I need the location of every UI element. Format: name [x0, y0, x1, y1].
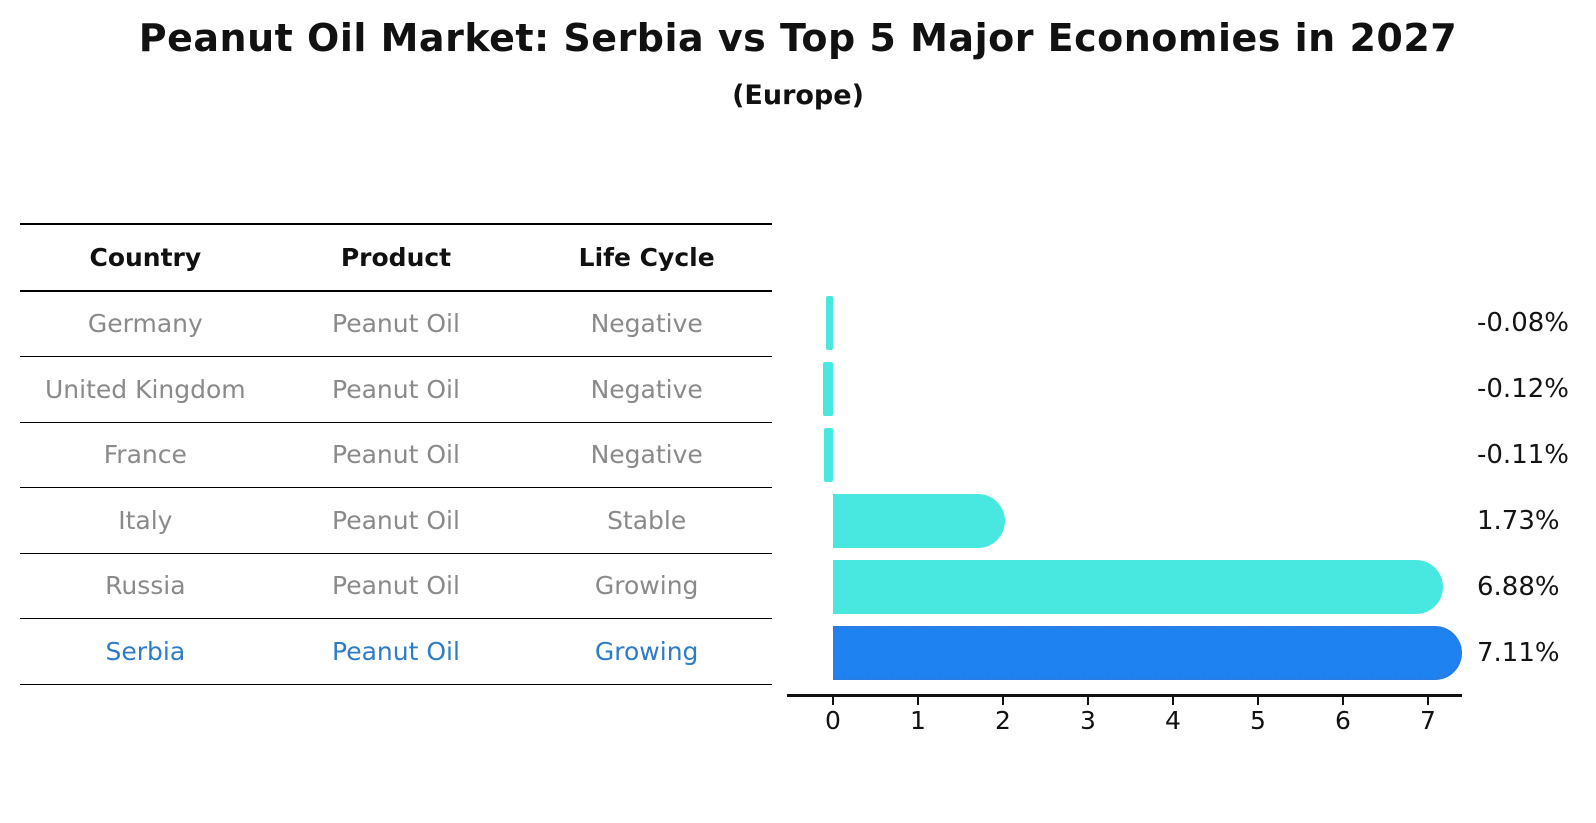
- chart-subtitle: (Europe): [732, 80, 864, 111]
- x-axis-tick: [1342, 696, 1344, 705]
- life-cycle-cell: Growing: [594, 571, 699, 601]
- x-axis-tick: [1002, 696, 1004, 705]
- life-cycle-cell: Stable: [607, 505, 687, 535]
- country-cell: Russia: [105, 571, 186, 601]
- value-label-russia: 6.88%: [1477, 572, 1560, 602]
- x-axis-tick-label: 2: [995, 706, 1011, 735]
- bar-russia: [833, 560, 1443, 614]
- x-axis-tick-label: 3: [1080, 706, 1096, 735]
- bar-serbia: [833, 626, 1463, 680]
- life-cycle-cell: Negative: [590, 374, 703, 404]
- bar-italy: [833, 494, 1006, 548]
- x-axis-tick-label: 1: [910, 706, 926, 735]
- product-cell: Peanut Oil: [332, 309, 460, 339]
- x-axis-tick: [1087, 696, 1089, 705]
- country-cell: France: [103, 440, 187, 470]
- life-cycle-cell: Negative: [590, 440, 703, 470]
- comparison-table: Country Product Life Cycle Germany Peanu…: [20, 223, 772, 685]
- table-row-united-kingdom: United Kingdom Peanut Oil Negative: [20, 357, 772, 423]
- column-header-country: Country: [89, 242, 202, 272]
- x-axis-tick: [1172, 696, 1174, 705]
- product-cell: Peanut Oil: [332, 636, 460, 666]
- life-cycle-cell: Growing: [594, 636, 699, 666]
- table-row-serbia: Serbia Peanut Oil Growing: [20, 619, 772, 685]
- table-row-germany: Germany Peanut Oil Negative: [20, 292, 772, 357]
- x-axis-line: [787, 694, 1462, 697]
- bar-united-kingdom: [822, 362, 833, 416]
- value-label-serbia: 7.11%: [1477, 638, 1560, 668]
- value-label-united-kingdom: -0.12%: [1477, 374, 1569, 404]
- table-row-russia: Russia Peanut Oil Growing: [20, 554, 772, 619]
- value-label-germany: -0.08%: [1477, 308, 1569, 338]
- column-header-life-cycle: Life Cycle: [578, 242, 715, 272]
- value-label-italy: 1.73%: [1477, 506, 1560, 536]
- x-axis-tick: [1427, 696, 1429, 705]
- country-cell: Serbia: [105, 636, 186, 666]
- table-row-france: France Peanut Oil Negative: [20, 423, 772, 488]
- x-axis-tick-label: 0: [825, 706, 841, 735]
- column-header-product: Product: [340, 242, 452, 272]
- country-cell: Italy: [118, 505, 173, 535]
- x-axis-tick-label: 6: [1335, 706, 1351, 735]
- country-cell: United Kingdom: [44, 374, 246, 404]
- life-cycle-cell: Negative: [590, 309, 703, 339]
- x-axis-tick-label: 5: [1250, 706, 1266, 735]
- product-cell: Peanut Oil: [332, 571, 460, 601]
- product-cell: Peanut Oil: [332, 374, 460, 404]
- x-axis-tick-label: 7: [1420, 706, 1436, 735]
- value-label-france: -0.11%: [1477, 440, 1569, 470]
- product-cell: Peanut Oil: [332, 440, 460, 470]
- x-axis-tick: [832, 696, 834, 705]
- chart-title: Peanut Oil Market: Serbia vs Top 5 Major…: [138, 16, 1458, 60]
- product-cell: Peanut Oil: [332, 505, 460, 535]
- table-row-italy: Italy Peanut Oil Stable: [20, 488, 772, 554]
- x-axis-tick: [917, 696, 919, 705]
- x-axis-tick: [1257, 696, 1259, 705]
- bar-germany: [826, 296, 833, 350]
- bar-france: [823, 428, 833, 482]
- x-axis-tick-label: 4: [1165, 706, 1181, 735]
- table-header-row: Country Product Life Cycle: [20, 225, 772, 292]
- country-cell: Germany: [87, 309, 203, 339]
